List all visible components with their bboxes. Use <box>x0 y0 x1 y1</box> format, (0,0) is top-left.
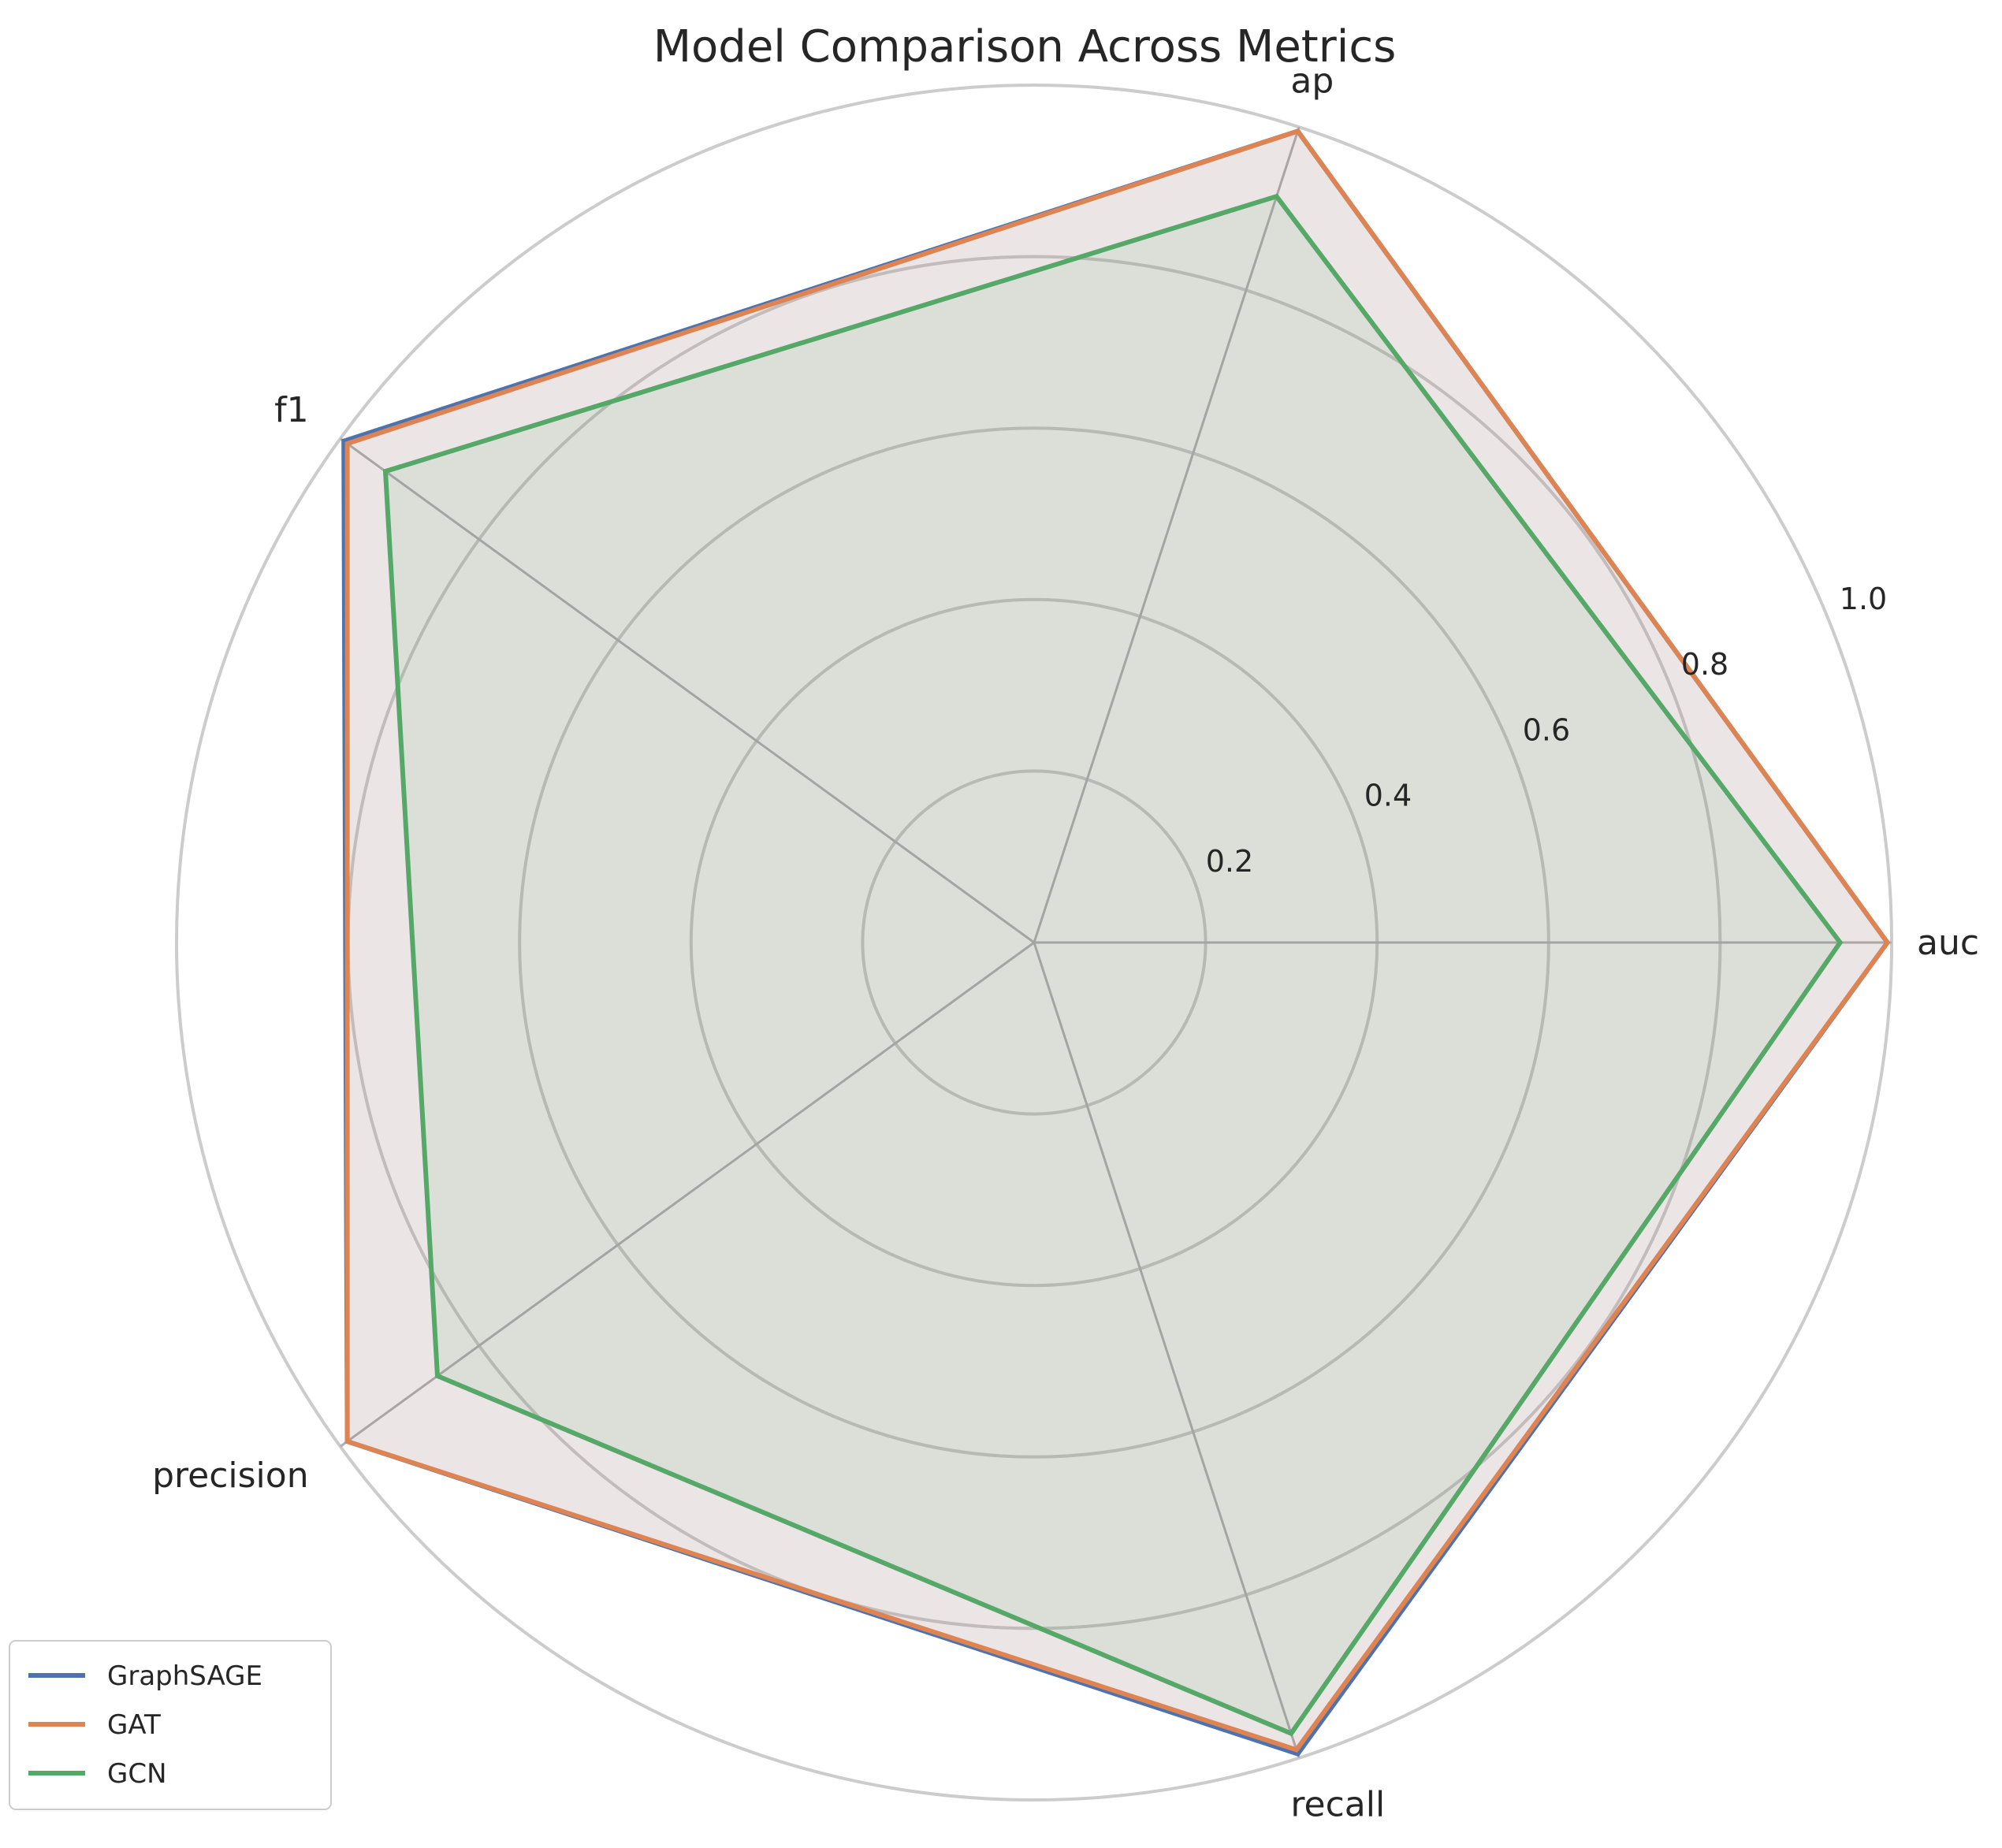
tick-label-3: 0.8 <box>1681 647 1728 682</box>
series-lines <box>341 128 1891 1757</box>
category-label-ap: ap <box>1290 61 1334 101</box>
tick-label-4: 1.0 <box>1840 582 1887 616</box>
legend-items: GraphSAGE GAT GCN <box>28 1660 262 1790</box>
series-fill-gcn <box>385 196 1840 1734</box>
series-fill-graphsage <box>344 131 1888 1754</box>
legend: GraphSAGE GAT GCN <box>9 1640 332 1810</box>
legend-label-gcn: GCN <box>107 1758 167 1790</box>
radial-tick-labels: 0.2 0.4 0.6 0.8 1.0 <box>1206 582 1888 879</box>
category-label-recall: recall <box>1290 1785 1385 1825</box>
chart-title: Model Comparison Across Metrics <box>653 21 1397 73</box>
grid-spoke-f1 <box>339 437 1035 944</box>
category-label-f1: f1 <box>274 390 308 430</box>
series-fill-gat <box>347 131 1888 1750</box>
series-fills <box>344 131 1888 1754</box>
grid-spoke-recall <box>1033 942 1301 1759</box>
series-line-gcn <box>382 193 1844 1737</box>
category-label-precision: precision <box>152 1456 309 1496</box>
grid-spoke-ap <box>1033 126 1301 943</box>
category-label-auc: auc <box>1917 923 1979 963</box>
grid-spoke-precision <box>339 941 1035 1448</box>
tick-label-1: 0.4 <box>1364 779 1412 813</box>
series-line-gat <box>344 128 1891 1753</box>
tick-label-2: 0.6 <box>1523 712 1570 747</box>
legend-label-gat: GAT <box>107 1709 161 1741</box>
legend-box <box>9 1640 332 1810</box>
category-labels: auc ap f1 precision recall <box>152 61 1979 1824</box>
tick-label-0: 0.2 <box>1206 844 1253 879</box>
legend-label-graphsage: GraphSAGE <box>107 1660 262 1692</box>
